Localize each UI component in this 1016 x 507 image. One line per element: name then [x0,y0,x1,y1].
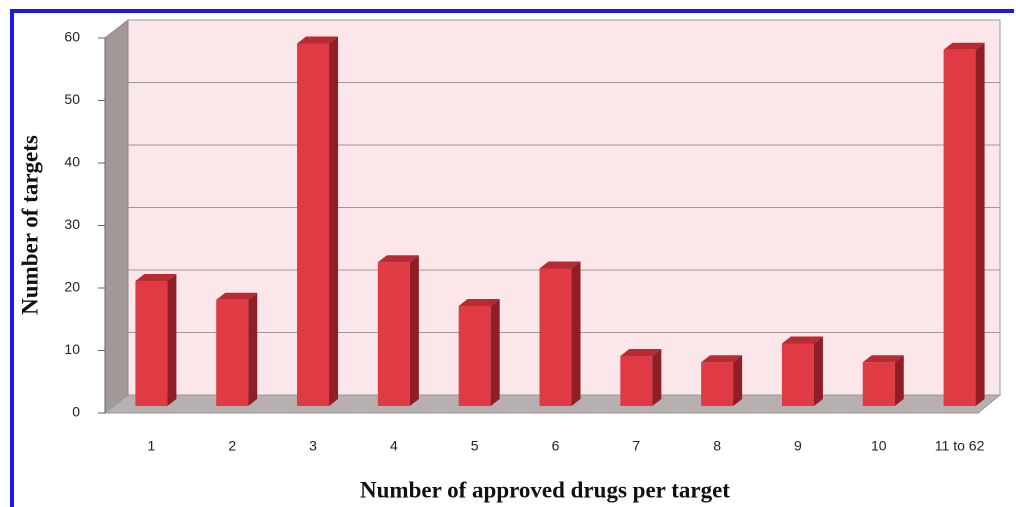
bar-top [216,292,258,300]
bar-top [781,336,823,344]
bar-top [377,255,419,263]
x-tick-label: 5 [471,438,479,454]
x-tick-label: 6 [552,438,560,454]
bar-side [571,261,581,406]
y-tick-label: 40 [64,154,80,170]
bar [862,355,904,406]
bar-side [490,299,500,406]
y-tick-label: 20 [64,279,80,295]
bar-side [329,36,339,406]
bar [377,255,419,406]
bar-side [813,336,823,406]
bar-side [975,42,985,406]
side-wall [104,18,129,415]
bar [701,355,743,406]
x-tick-label: 7 [632,438,640,454]
bar [458,299,500,406]
y-tick-label: 60 [64,29,80,45]
bar-side [248,292,258,406]
bar-top [862,355,904,363]
bar [135,274,177,406]
x-tick-label: 2 [228,438,236,454]
bar-front [943,49,976,406]
bar [781,336,823,406]
bar [943,42,985,406]
bar-top [135,274,177,281]
bar-top [539,261,581,269]
bar-side [894,355,904,406]
bar [620,349,662,406]
bar-front [458,306,491,406]
bar-side [409,255,419,406]
bar-top [297,36,339,44]
bar-front [701,362,734,406]
bar-top [620,349,662,356]
y-tick-label: 30 [64,216,80,232]
y-tick-label: 50 [64,91,80,107]
y-tick-label: 10 [64,341,80,357]
y-axis-title: Number of targets [17,135,42,315]
bar-front [539,268,572,406]
x-tick-label: 10 [871,438,887,454]
bar-top [943,42,985,50]
x-tick-label: 9 [794,438,802,454]
x-axis-title: Number of approved drugs per target [360,477,730,502]
bar-front [135,281,168,406]
bar-side [733,355,743,406]
y-tick-label: 0 [72,404,80,420]
bar [539,261,581,406]
bar-front [297,43,330,406]
bar-side [652,349,662,406]
x-tick-label: 8 [713,438,721,454]
frame [10,9,1014,507]
x-tick-label: 3 [309,438,317,454]
bar-top [458,299,500,306]
bar-front [216,299,249,406]
x-tick-label: 11 to 62 [935,438,985,454]
bar [216,292,258,406]
bar [297,36,339,406]
bar-front [377,262,410,406]
bar-front [862,362,895,406]
bar-side [167,274,177,406]
bar-front [620,356,653,406]
x-tick-label: 4 [390,438,398,454]
bar-front [781,343,814,406]
x-tick-label: 1 [148,438,156,454]
bar-top [701,355,743,363]
